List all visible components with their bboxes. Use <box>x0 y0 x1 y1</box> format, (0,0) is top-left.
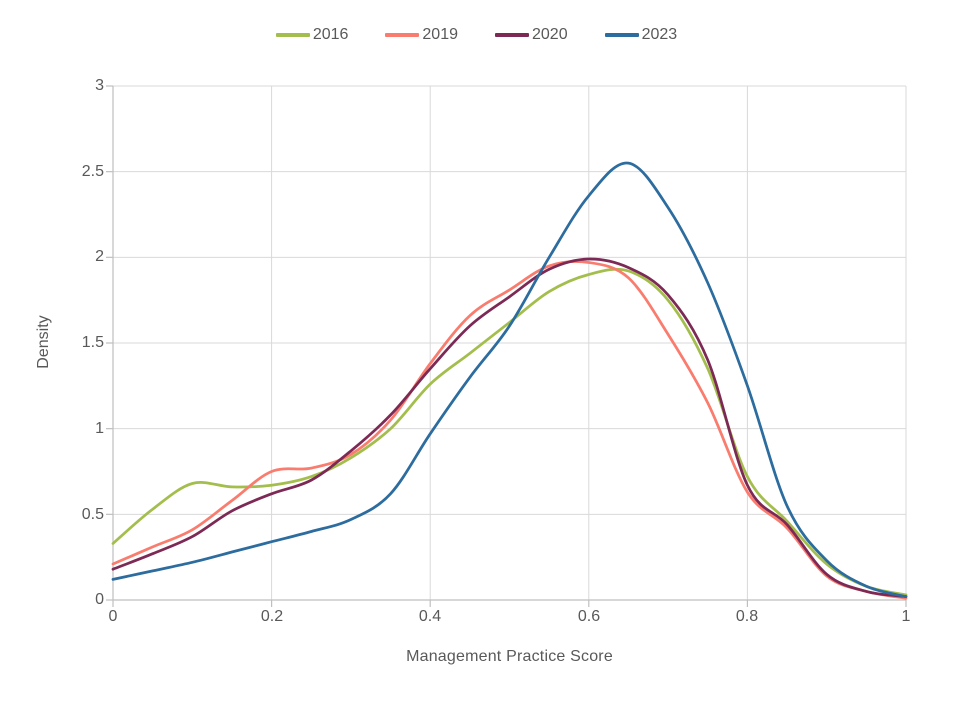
legend-line-swatch-2020 <box>495 33 529 37</box>
density-curve-2023 <box>111 161 908 598</box>
density-curve-2020 <box>111 257 908 598</box>
y-axis-title: Density <box>35 315 52 369</box>
x-tick-label-1: 1 <box>901 608 911 625</box>
legend-item-2020: 2020 <box>495 26 568 44</box>
legend-line-swatch-2019 <box>385 33 420 37</box>
chart-legend: 2016 2019 2020 2023 <box>0 26 953 44</box>
y-tick-label-2: 2 <box>95 248 104 265</box>
legend-label-2023: 2023 <box>641 26 678 43</box>
y-tick-label-1.5: 1.5 <box>81 334 104 351</box>
y-tick-label-0.5: 0.5 <box>81 506 104 523</box>
y-tick-label-2.5: 2.5 <box>81 163 104 180</box>
legend-label-2019: 2019 <box>422 26 458 43</box>
x-tick-label-0: 0 <box>108 608 118 625</box>
legend-item-2023: 2023 <box>604 26 678 44</box>
legend-item-2016: 2016 <box>275 26 349 44</box>
x-tick-label-0.4: 0.4 <box>418 608 442 625</box>
legend-label-2020: 2020 <box>532 26 568 43</box>
legend-line-swatch-2016 <box>275 33 310 37</box>
density-curve-2019 <box>111 260 908 600</box>
y-tick-label-0: 0 <box>95 591 104 608</box>
legend-label-2016: 2016 <box>312 26 349 43</box>
x-tick-label-0.6: 0.6 <box>577 608 601 625</box>
x-axis-title: Management Practice Score <box>406 648 613 665</box>
x-tick-label-0.2: 0.2 <box>260 608 284 625</box>
y-tick-label-3: 3 <box>95 77 104 94</box>
x-tick-label-0.8: 0.8 <box>735 608 759 625</box>
legend-line-swatch-2023 <box>604 33 639 37</box>
y-tick-label-1: 1 <box>95 420 104 437</box>
density-curve-2016 <box>111 267 908 597</box>
legend-item-2019: 2019 <box>385 26 458 44</box>
